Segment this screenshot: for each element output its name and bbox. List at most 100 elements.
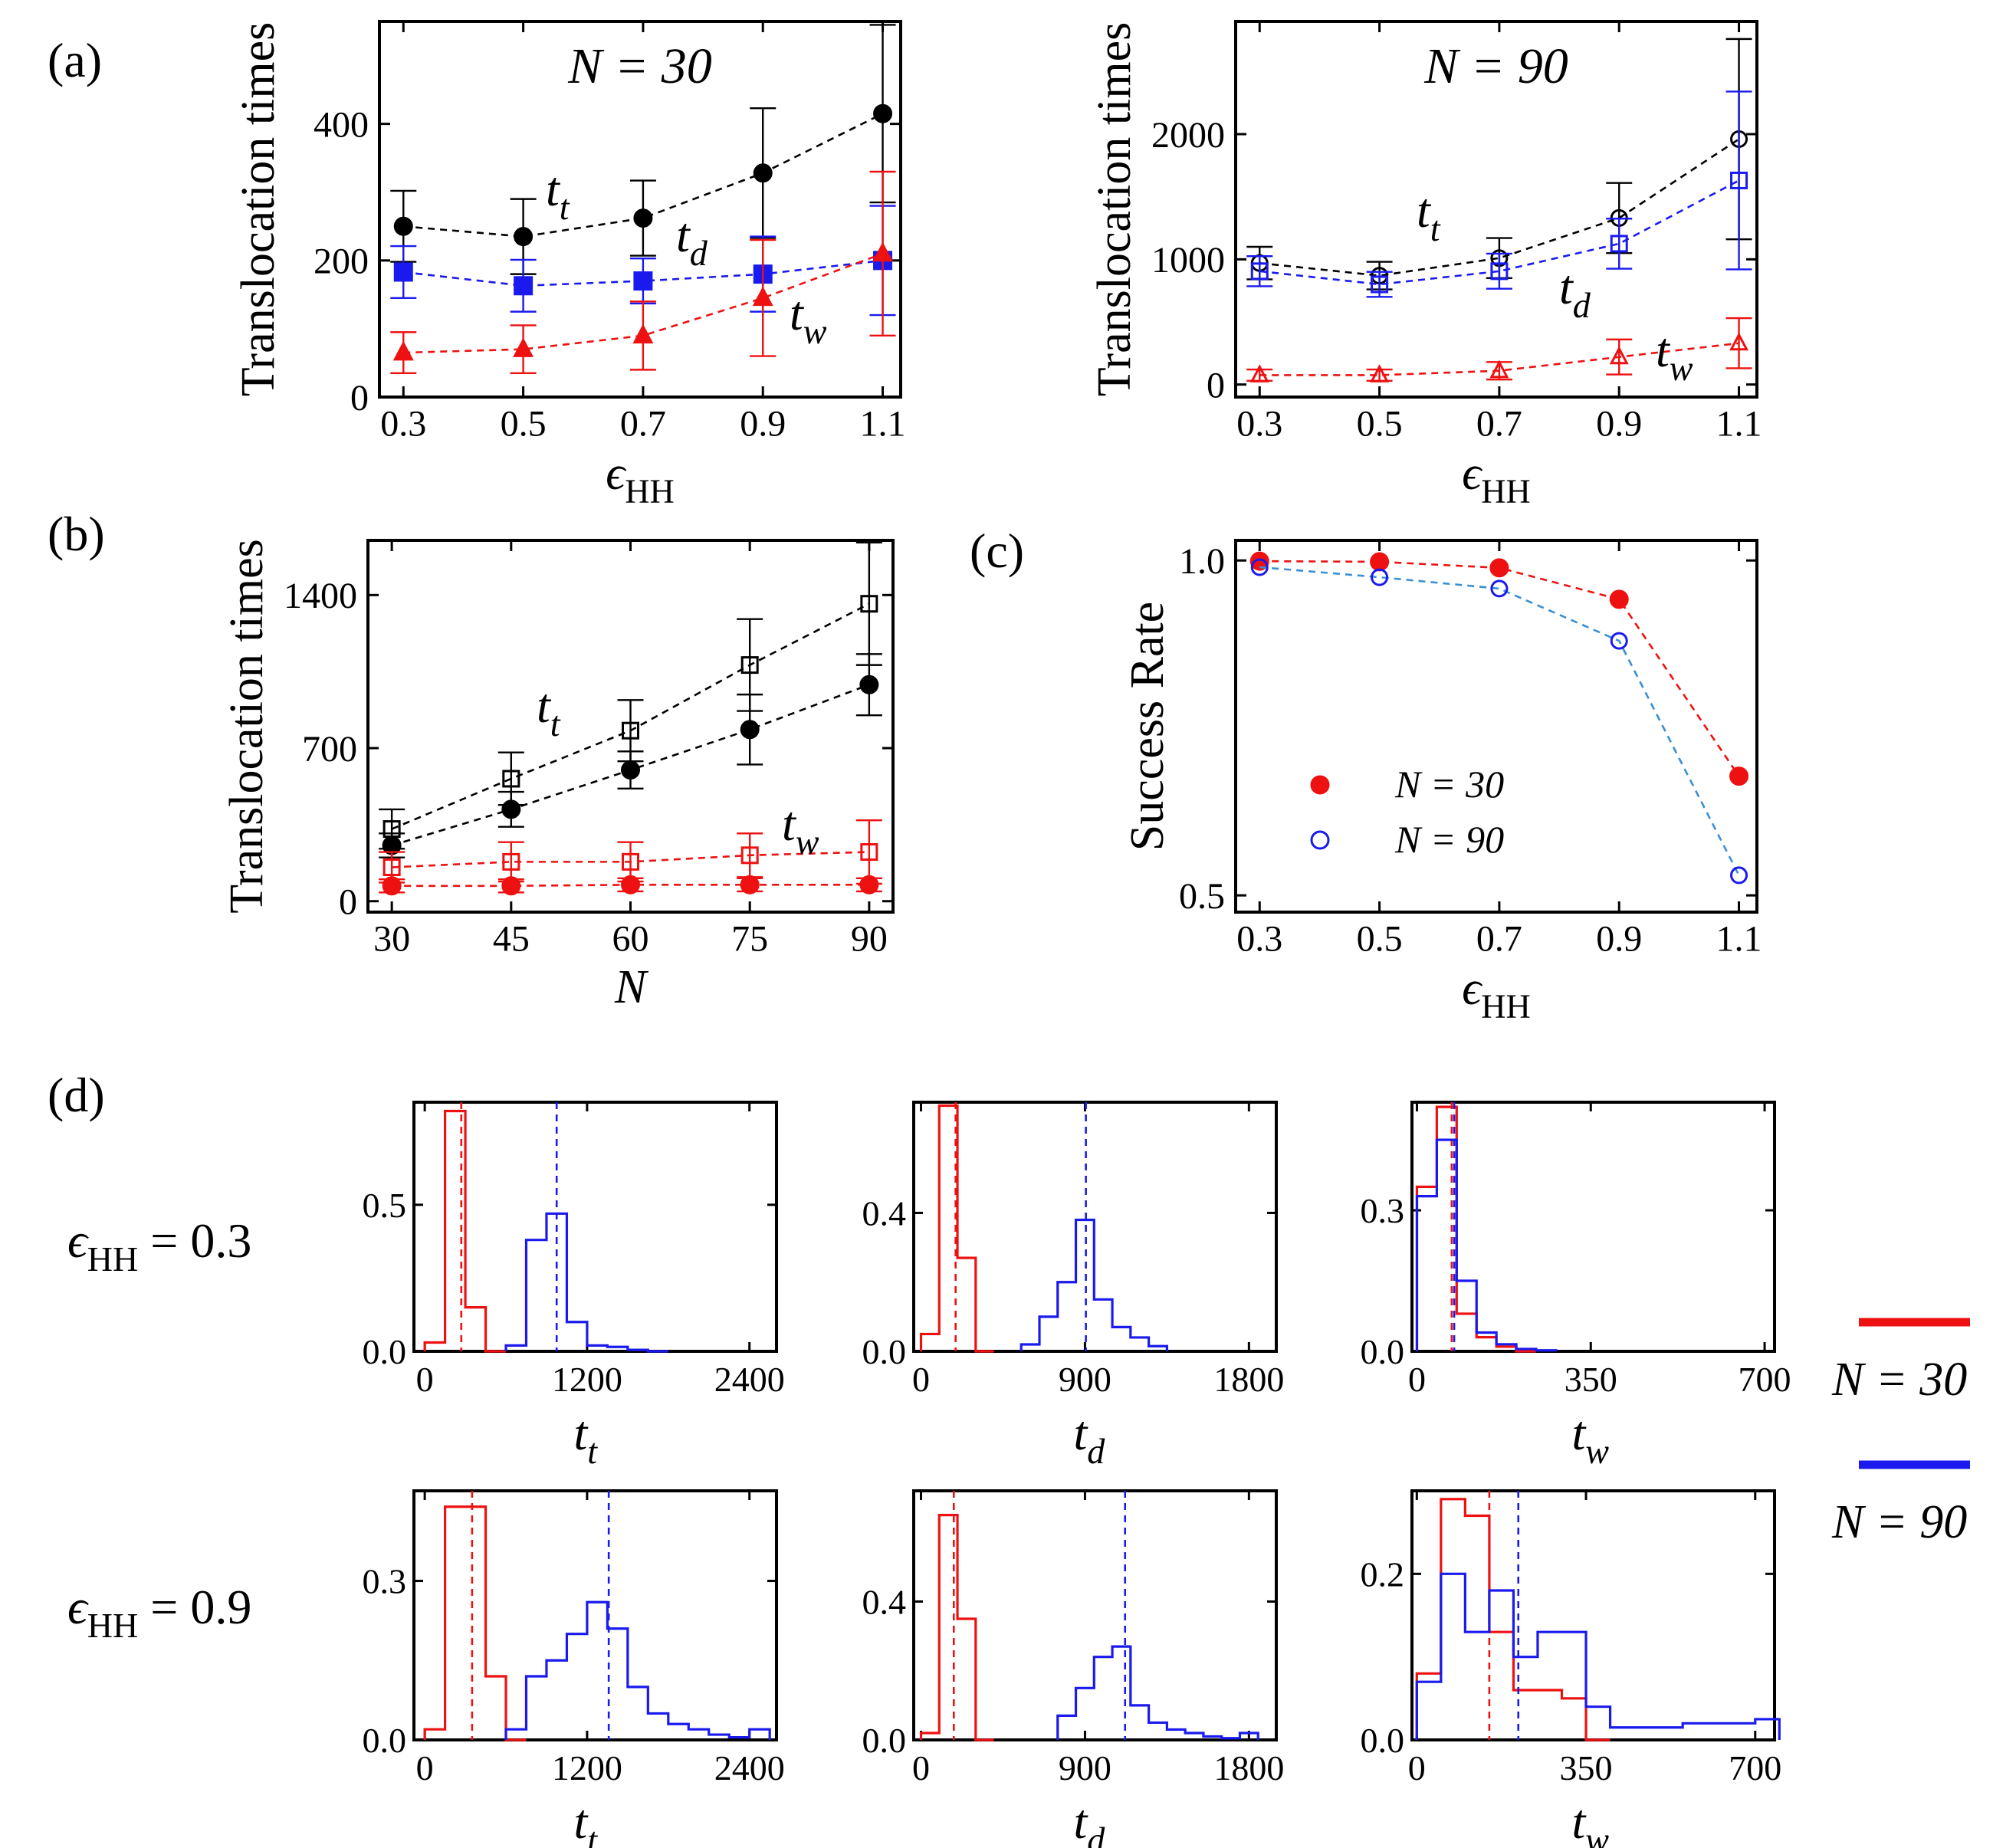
x-axis-title: N bbox=[614, 961, 649, 1013]
x-axis-title-sub: t bbox=[587, 1432, 598, 1471]
legend-label: N = 90 bbox=[1831, 1496, 1967, 1548]
label-t-w-b-main: t bbox=[782, 796, 797, 851]
x-axis-title-sub: t bbox=[587, 1820, 598, 1848]
row-label: ϵHH = 0.3 bbox=[67, 1213, 251, 1279]
histogram-step-red bbox=[919, 1104, 994, 1353]
x-axis-title-subscript: HH bbox=[1481, 471, 1530, 510]
x-tick-label: 0.7 bbox=[1476, 403, 1522, 444]
x-tick-label: 0 bbox=[416, 1360, 434, 1399]
label-t-t-a1: tt bbox=[546, 162, 570, 227]
x-tick-label: 0 bbox=[912, 1748, 930, 1787]
series-t-w bbox=[1246, 317, 1752, 382]
x-tick-label: 0.5 bbox=[1357, 403, 1403, 444]
series-t-w-HH-0-3- bbox=[379, 875, 882, 896]
data-point bbox=[1370, 364, 1390, 382]
histogram-h5: 0 900 1800 0.0 0.4 td bbox=[862, 1489, 1284, 1848]
data-point bbox=[740, 656, 759, 675]
x-tick-label: 0 bbox=[912, 1360, 930, 1399]
x-axis-title-main: t bbox=[574, 1794, 589, 1848]
data-point bbox=[1610, 235, 1628, 253]
series-line bbox=[1259, 560, 1740, 777]
data-point bbox=[753, 163, 773, 183]
data-point bbox=[1489, 558, 1509, 578]
series-N-90 bbox=[1250, 558, 1748, 885]
x-tick-label: 350 bbox=[1560, 1748, 1613, 1787]
data-point bbox=[633, 208, 653, 228]
y-tick-label: 0.5 bbox=[363, 1186, 407, 1225]
label-t-w-a1-main: t bbox=[790, 286, 805, 340]
plot-frame bbox=[1234, 20, 1758, 399]
y-tick-label: 0.3 bbox=[363, 1562, 407, 1601]
x-axis-title-main: t bbox=[1074, 1406, 1089, 1460]
data-point bbox=[502, 770, 520, 788]
series-t-t-HH-0-3- bbox=[379, 653, 882, 858]
row-label-subscript: HH bbox=[87, 1239, 138, 1279]
series-t-t-HH-0-9- bbox=[379, 541, 882, 850]
x-tick-label: 30 bbox=[373, 918, 410, 959]
panel-label-c: (c) bbox=[970, 524, 1024, 578]
chart-a1: 0.3 0.5 0.7 0.9 1.1 0 200 400 ϵHH Translocation t… bbox=[232, 20, 906, 510]
chart-b: 30 45 60 75 90 0 700 1400 N Translocation times bbox=[221, 539, 895, 1013]
data-point bbox=[632, 323, 654, 344]
x-axis-title-sub: w bbox=[1585, 1820, 1609, 1848]
data-point bbox=[501, 876, 521, 896]
panel-label-d: (d) bbox=[48, 1068, 105, 1122]
x-tick-label: 700 bbox=[1739, 1360, 1791, 1399]
y-tick-label: 0.2 bbox=[1361, 1554, 1405, 1594]
data-point bbox=[1730, 866, 1748, 885]
x-tick-label: 350 bbox=[1565, 1360, 1617, 1399]
chart-title: N = 30 bbox=[567, 38, 712, 94]
x-tick-label: 1.1 bbox=[860, 403, 906, 444]
data-point bbox=[752, 286, 773, 307]
x-axis-title-main: t bbox=[1074, 1794, 1089, 1848]
data-point bbox=[740, 875, 760, 894]
plot-frame bbox=[912, 1489, 1278, 1741]
x-tick-label: 0.5 bbox=[501, 403, 547, 444]
x-axis-title-sub: d bbox=[1087, 1432, 1105, 1471]
x-axis-title-subscript: HH bbox=[1481, 986, 1530, 1025]
y-tick-label: 0.0 bbox=[862, 1332, 907, 1371]
data-point bbox=[860, 843, 878, 862]
x-tick-label: 2400 bbox=[714, 1748, 785, 1787]
x-tick-label: 0.9 bbox=[1596, 918, 1642, 959]
row-label-1: ϵHH = 0.3 bbox=[67, 1213, 251, 1279]
series-t-w bbox=[390, 170, 896, 375]
legend-label: N = 30 bbox=[1831, 1354, 1967, 1406]
histogram-h3: 0 350 700 0.0 0.3 tw bbox=[1361, 1101, 1791, 1471]
data-point bbox=[860, 595, 878, 613]
x-tick-label: 60 bbox=[612, 918, 649, 959]
x-axis-title: ϵHH bbox=[606, 448, 674, 510]
histogram-step-blue bbox=[1019, 1218, 1168, 1351]
x-tick-label: 75 bbox=[731, 918, 768, 959]
x-tick-label: 1200 bbox=[552, 1748, 622, 1787]
histogram-step-blue bbox=[504, 1212, 668, 1353]
data-point bbox=[859, 875, 879, 894]
x-axis-title: tt bbox=[574, 1406, 599, 1471]
x-axis-title: tw bbox=[1572, 1794, 1610, 1848]
y-tick-label: 0.0 bbox=[862, 1721, 907, 1760]
label-t-w-a2-main: t bbox=[1656, 323, 1671, 377]
histogram-step-blue bbox=[1415, 1138, 1558, 1352]
label-t-t-b-main: t bbox=[537, 678, 552, 733]
x-axis-title-subscript: HH bbox=[625, 471, 674, 510]
x-tick-label: 1800 bbox=[1213, 1360, 1284, 1399]
row-label-subscript: HH bbox=[87, 1606, 138, 1645]
chart-title: N = 90 bbox=[1423, 38, 1568, 94]
data-point bbox=[1489, 359, 1509, 379]
label-t-t-a1-sub: t bbox=[560, 188, 570, 227]
x-tick-label: 0.7 bbox=[1476, 918, 1522, 959]
legend-marker bbox=[1310, 775, 1330, 795]
x-axis-title: td bbox=[1074, 1794, 1106, 1848]
x-tick-label: 1.1 bbox=[1716, 918, 1762, 959]
data-point bbox=[740, 846, 759, 865]
series-line bbox=[1259, 566, 1740, 876]
row-label-value: = 0.9 bbox=[138, 1580, 251, 1634]
label-t-w-a2-sub: w bbox=[1670, 349, 1693, 388]
plot-frame bbox=[1234, 539, 1758, 914]
histogram-h4: 0 1200 2400 0.0 0.3 tt bbox=[363, 1489, 785, 1848]
series-line bbox=[1259, 138, 1740, 277]
series-line bbox=[403, 113, 884, 238]
